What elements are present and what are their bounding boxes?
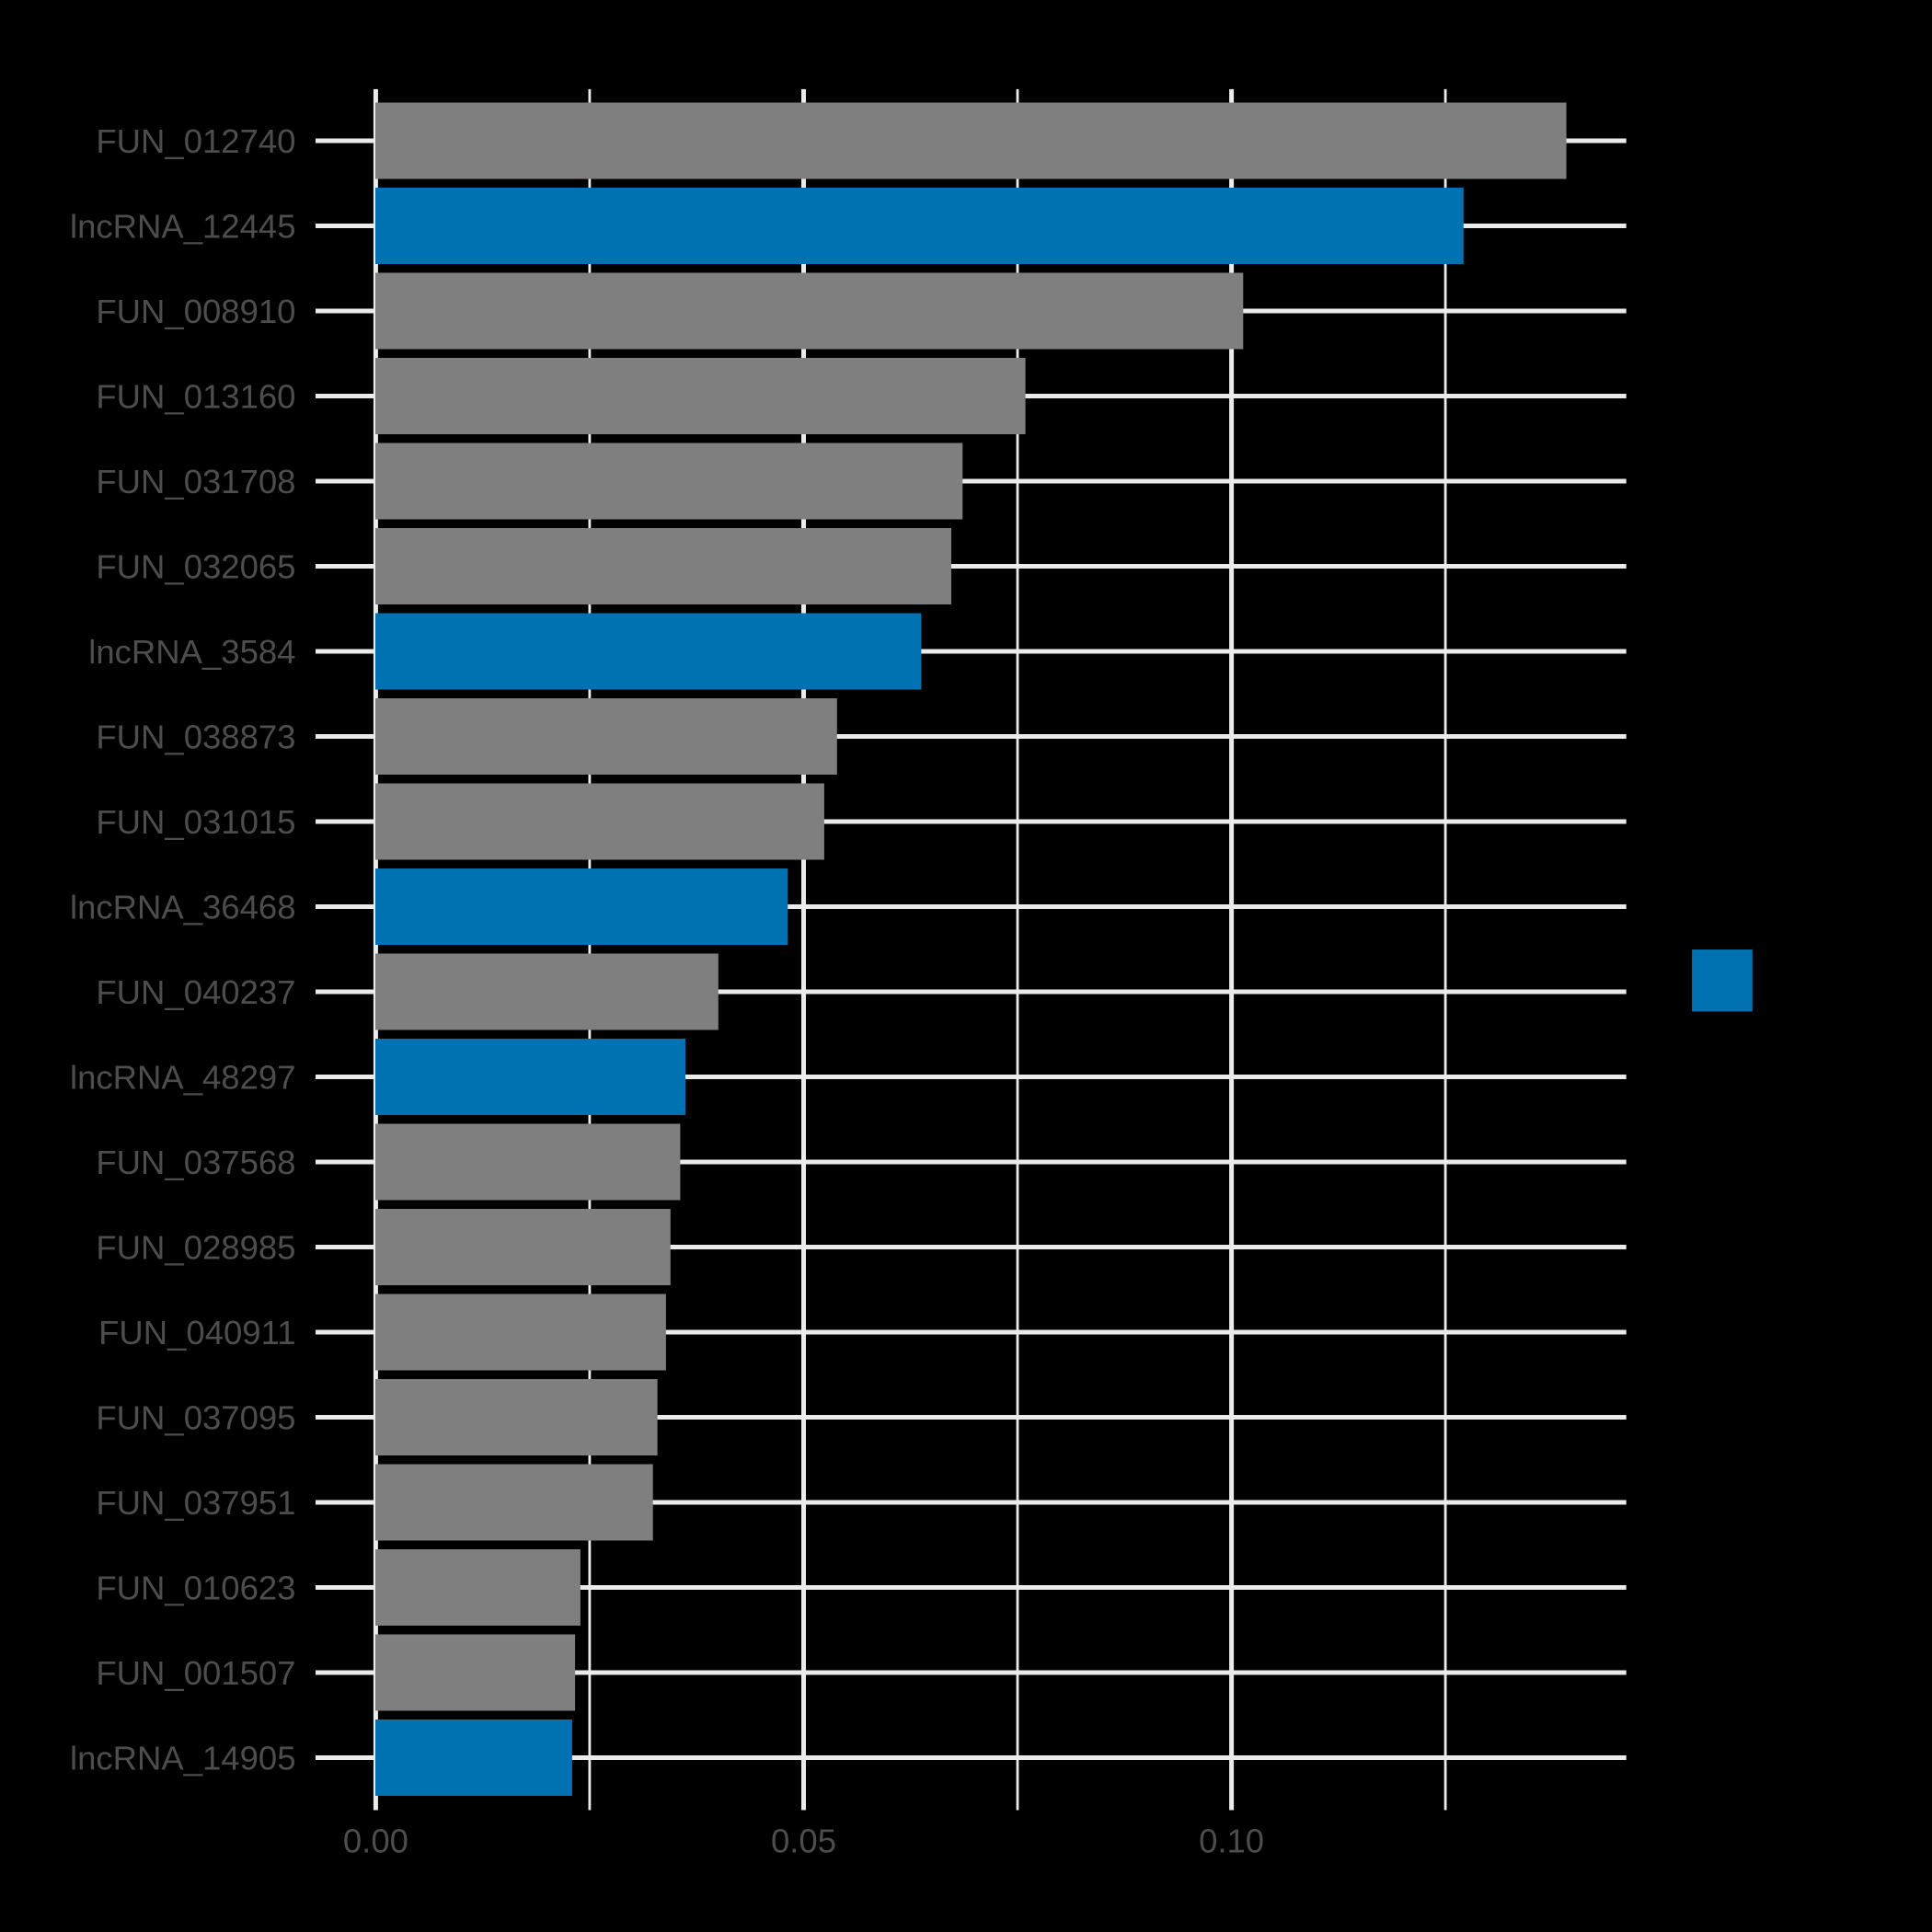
svg-text:lncRNA_36468: lncRNA_36468 bbox=[70, 889, 296, 926]
svg-text:FUN_028985: FUN_028985 bbox=[96, 1229, 295, 1267]
svg-text:FUN_038873: FUN_038873 bbox=[96, 719, 295, 756]
svg-text:0.10: 0.10 bbox=[1199, 1822, 1264, 1859]
svg-text:0.00: 0.00 bbox=[343, 1822, 408, 1859]
svg-text:FUN_032065: FUN_032065 bbox=[96, 548, 295, 586]
svg-text:lncRNA_48297: lncRNA_48297 bbox=[70, 1059, 296, 1097]
svg-text:FUN_037568: FUN_037568 bbox=[96, 1144, 295, 1181]
svg-text:FUN_031708: FUN_031708 bbox=[96, 463, 295, 500]
svg-text:0.05: 0.05 bbox=[771, 1822, 836, 1859]
svg-text:FUN_001507: FUN_001507 bbox=[96, 1654, 295, 1692]
svg-text:FUN_008910: FUN_008910 bbox=[96, 293, 295, 330]
svg-text:lncRNA_14905: lncRNA_14905 bbox=[70, 1740, 296, 1777]
svg-text:FUN_031015: FUN_031015 bbox=[96, 803, 295, 841]
svg-text:FUN_037095: FUN_037095 bbox=[96, 1399, 295, 1437]
svg-text:FUN_010623: FUN_010623 bbox=[96, 1570, 295, 1607]
svg-text:FUN_013160: FUN_013160 bbox=[96, 378, 295, 416]
svg-text:FUN_037951: FUN_037951 bbox=[96, 1484, 295, 1522]
svg-text:FUN_012740: FUN_012740 bbox=[96, 122, 295, 160]
svg-text:lncRNA_12445: lncRNA_12445 bbox=[70, 208, 296, 246]
svg-text:FUN_040911: FUN_040911 bbox=[98, 1314, 295, 1351]
svg-text:lncRNA_3584: lncRNA_3584 bbox=[88, 633, 295, 671]
svg-text:FUN_040237: FUN_040237 bbox=[96, 973, 295, 1011]
